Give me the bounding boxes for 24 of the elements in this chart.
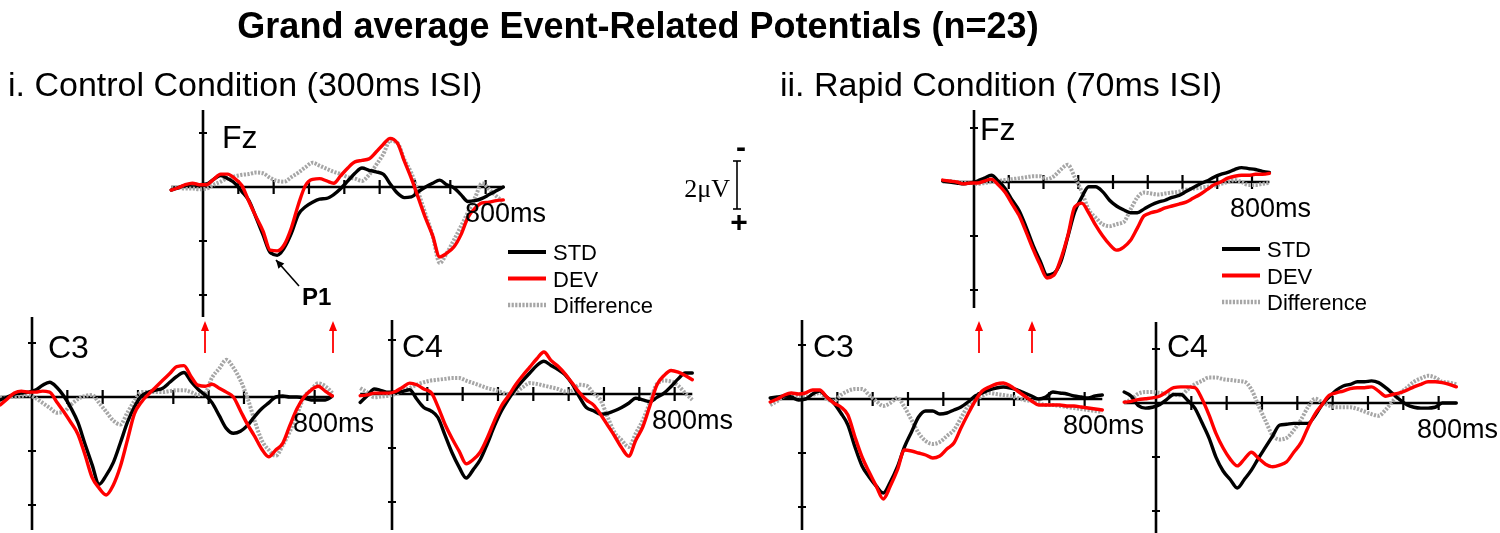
annotation: 800ms bbox=[1063, 410, 1145, 440]
chart-title: C3 bbox=[48, 329, 89, 365]
legend-label: Difference bbox=[553, 293, 653, 318]
chart-title: C4 bbox=[1167, 328, 1208, 364]
text: 2μV bbox=[684, 174, 731, 203]
legend-label: DEV bbox=[553, 266, 599, 292]
legend-label: STD bbox=[553, 240, 597, 265]
text: - bbox=[736, 130, 746, 163]
chart-subtitle: i. Control Condition (300ms ISI) bbox=[8, 65, 483, 103]
chart-title: Fz bbox=[222, 119, 258, 155]
legend-label: STD bbox=[1267, 237, 1311, 262]
annotation: 800ms bbox=[1230, 193, 1312, 223]
annotation: 800ms bbox=[1417, 414, 1499, 444]
text: P1 bbox=[302, 283, 332, 310]
legend-label: DEV bbox=[1267, 263, 1313, 289]
chart-title: C4 bbox=[402, 328, 443, 364]
chart-title: Fz bbox=[980, 111, 1016, 147]
chart-subtitle: ii. Rapid Condition (70ms ISI) bbox=[780, 65, 1223, 103]
text: Grand average Event-Related Potentials (n=23) bbox=[237, 5, 1039, 46]
annotation: 800ms bbox=[293, 408, 375, 438]
annotation: 800ms bbox=[652, 405, 734, 435]
legend-label: Difference bbox=[1267, 290, 1367, 315]
chart-title: C3 bbox=[813, 328, 854, 364]
text: + bbox=[730, 205, 748, 238]
